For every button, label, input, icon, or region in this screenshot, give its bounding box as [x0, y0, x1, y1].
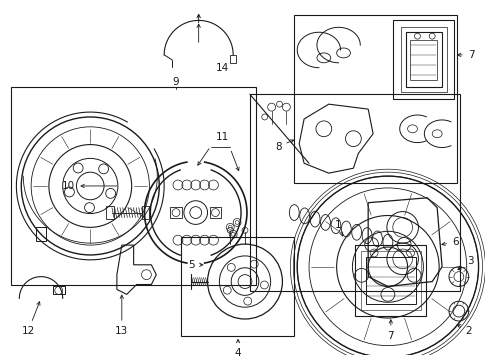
Bar: [392, 21, 453, 99]
Bar: [106, 206, 114, 220]
Text: 3: 3: [457, 256, 472, 270]
Bar: [53, 287, 64, 294]
Bar: [170, 207, 182, 219]
Bar: [294, 15, 456, 183]
Bar: [249, 94, 459, 291]
Bar: [209, 207, 221, 219]
Text: 11: 11: [215, 132, 228, 142]
Text: 8: 8: [274, 140, 293, 152]
Text: 6: 6: [441, 237, 458, 247]
Bar: [141, 206, 149, 220]
Bar: [11, 87, 255, 284]
Bar: [36, 228, 46, 241]
Text: 2: 2: [456, 325, 471, 336]
Text: 12: 12: [21, 302, 40, 336]
Text: 1: 1: [335, 220, 342, 236]
Text: 10: 10: [61, 181, 117, 191]
Text: 14: 14: [215, 63, 228, 73]
Text: 4: 4: [234, 339, 241, 357]
Text: 7: 7: [457, 50, 473, 60]
Bar: [181, 237, 294, 336]
Text: 13: 13: [115, 295, 128, 336]
Text: 5: 5: [188, 260, 203, 270]
Text: 7: 7: [386, 320, 393, 341]
Text: 9: 9: [172, 77, 179, 86]
Bar: [355, 245, 426, 316]
Bar: [230, 55, 236, 63]
